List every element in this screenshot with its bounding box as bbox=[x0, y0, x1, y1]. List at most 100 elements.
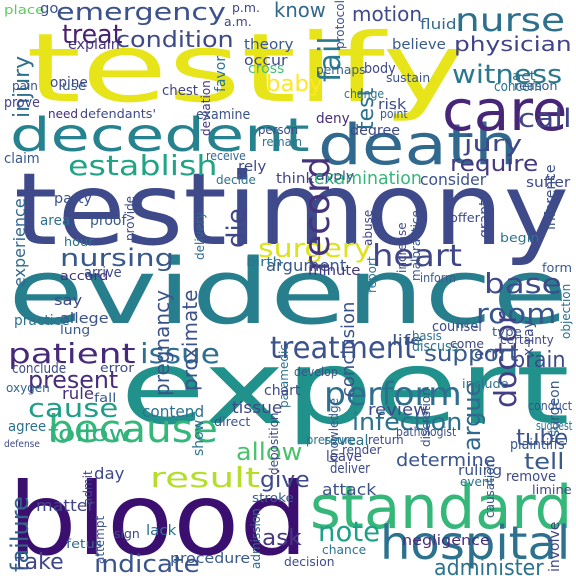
cloud-word: conclusion bbox=[338, 301, 359, 397]
cloud-word: basis bbox=[412, 329, 442, 343]
cloud-word: evidence bbox=[8, 240, 569, 345]
cloud-word: hour bbox=[64, 235, 94, 249]
cloud-word: prove bbox=[4, 95, 40, 111]
cloud-word: standard bbox=[310, 473, 573, 543]
cloud-word: inform bbox=[420, 271, 456, 285]
cloud-word: defendants' bbox=[80, 107, 157, 121]
cloud-word: pregnancy bbox=[150, 290, 174, 396]
cloud-word: think bbox=[276, 171, 315, 187]
cloud-word: sustain bbox=[386, 71, 431, 85]
cloud-word: change bbox=[344, 87, 385, 101]
cloud-word: testimony bbox=[14, 151, 570, 268]
cloud-word: receive bbox=[206, 149, 246, 163]
cloud-word: plaintiffs' bbox=[510, 437, 569, 453]
cloud-word: minute bbox=[308, 263, 361, 279]
cloud-word: sign bbox=[114, 527, 140, 541]
cloud-word: return bbox=[368, 433, 404, 447]
cloud-word: pressure bbox=[306, 433, 356, 447]
cloud-word: rely bbox=[238, 159, 267, 175]
cloud-word: causation bbox=[483, 459, 497, 518]
cloud-word: discuss bbox=[412, 339, 459, 355]
cloud-word: say bbox=[54, 293, 83, 309]
cloud-word: suffer bbox=[526, 175, 571, 191]
cloud-word: die bbox=[222, 208, 252, 248]
cloud-word: claim bbox=[4, 151, 40, 167]
cloud-word: pathologist bbox=[396, 425, 457, 439]
cloud-word: proximate bbox=[178, 289, 202, 391]
cloud-word: fall bbox=[94, 391, 117, 405]
cloud-word: begin bbox=[500, 231, 540, 245]
cloud-word: develop bbox=[294, 365, 338, 379]
cloud-word: expert bbox=[120, 329, 570, 448]
cloud-word: agree bbox=[8, 419, 47, 435]
cloud-word: hospital bbox=[380, 516, 571, 570]
cloud-word: treat bbox=[62, 20, 123, 50]
cloud-word: review bbox=[368, 400, 428, 419]
cloud-word: jury bbox=[464, 132, 523, 157]
cloud-word: favor bbox=[213, 55, 229, 92]
cloud-word: deny bbox=[316, 111, 350, 127]
cloud-word: surgery bbox=[258, 234, 372, 264]
cloud-word: area bbox=[40, 213, 71, 229]
cloud-word: examination bbox=[314, 168, 422, 189]
cloud-word: increase bbox=[395, 222, 409, 273]
cloud-word: care bbox=[442, 79, 568, 144]
cloud-word: result bbox=[150, 461, 261, 494]
cloud-word: person bbox=[258, 123, 299, 137]
cloud-word: fluid bbox=[420, 17, 457, 33]
cloud-word: remove bbox=[506, 469, 557, 485]
cloud-word: degree bbox=[350, 123, 401, 139]
cloud-word: counsel bbox=[432, 319, 482, 335]
cloud-word: grant bbox=[477, 200, 493, 238]
cloud-word: allege bbox=[60, 311, 109, 327]
cloud-word: delivery bbox=[193, 211, 207, 260]
cloud-word: cause bbox=[28, 394, 119, 424]
cloud-word: involve bbox=[547, 521, 563, 572]
cloud-word: day bbox=[94, 464, 125, 483]
cloud-word: form bbox=[542, 261, 572, 275]
cloud-word: include bbox=[462, 377, 509, 391]
cloud-word: chest bbox=[162, 83, 198, 99]
cloud-word: deposition bbox=[267, 412, 281, 475]
cloud-word: explain bbox=[68, 37, 120, 53]
cloud-word: motion bbox=[352, 2, 423, 26]
cloud-word: because bbox=[48, 407, 218, 451]
cloud-word: offer bbox=[450, 211, 480, 225]
cloud-word: x-ray bbox=[521, 320, 537, 356]
cloud-word: objection bbox=[559, 283, 573, 339]
cloud-word: cross bbox=[248, 61, 285, 77]
cloud-word: p.m. bbox=[232, 1, 260, 15]
cloud-word: life bbox=[392, 333, 423, 349]
cloud-word: pain bbox=[12, 79, 38, 93]
cloud-word: infection bbox=[352, 408, 463, 436]
cloud-word: birth bbox=[246, 255, 283, 269]
cloud-word: deliver bbox=[330, 461, 370, 477]
cloud-word: procedure bbox=[170, 551, 251, 567]
cloud-word: experience bbox=[10, 198, 29, 287]
cloud-word: concern bbox=[494, 79, 542, 95]
cloud-word: event bbox=[460, 475, 495, 489]
cloud-word: defense bbox=[4, 439, 40, 450]
cloud-word: nurse bbox=[455, 1, 566, 39]
cloud-word: ask bbox=[262, 526, 302, 551]
cloud-word: arrive bbox=[84, 265, 122, 281]
cloud-word: consider bbox=[420, 170, 487, 189]
cloud-word: conduct bbox=[528, 399, 573, 413]
cloud-word: lifc bbox=[456, 317, 480, 331]
cloud-word: oxygen bbox=[6, 381, 50, 395]
cloud-word: testify bbox=[26, 14, 466, 124]
cloud-word: give bbox=[260, 468, 310, 493]
cloud-word: reason bbox=[514, 79, 558, 93]
cloud-word: argument bbox=[266, 256, 347, 275]
cloud-word: physician bbox=[454, 32, 572, 56]
cloud-word: fetus bbox=[66, 537, 103, 551]
cloud-word: tell bbox=[524, 450, 565, 475]
cloud-word: occur bbox=[244, 53, 288, 69]
cloud-word: death bbox=[318, 113, 518, 178]
cloud-word: take bbox=[16, 550, 64, 575]
cloud-word: use bbox=[62, 79, 87, 93]
cloud-word: a.m. bbox=[224, 15, 252, 29]
cloud-word: condition bbox=[116, 28, 234, 53]
cloud-word: place bbox=[4, 3, 45, 17]
